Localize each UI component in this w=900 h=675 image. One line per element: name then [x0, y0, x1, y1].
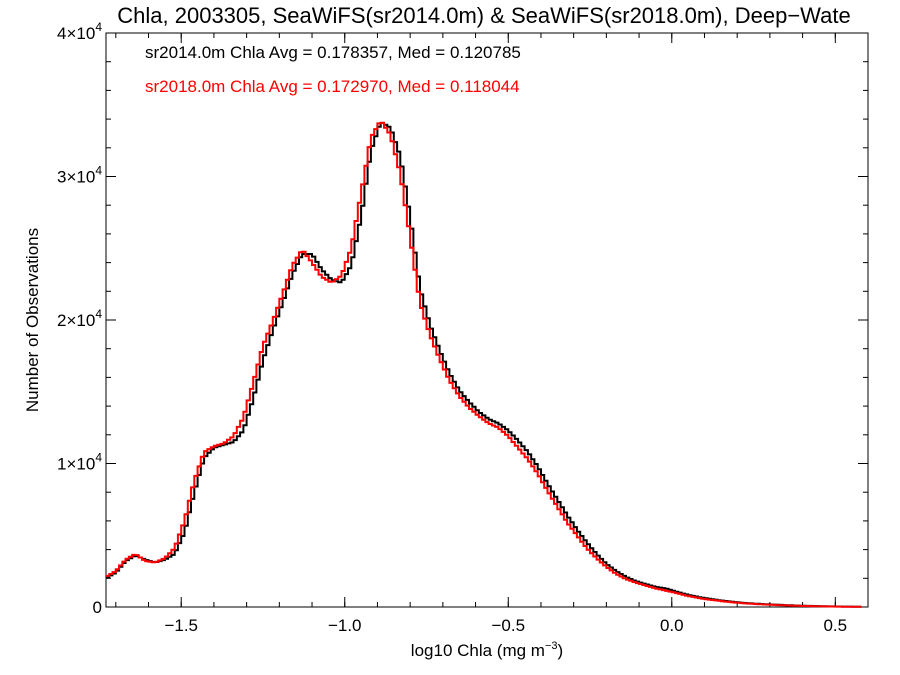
series-line-1: [106, 121, 862, 608]
series-layer: [106, 121, 862, 608]
y-tick-label: 4×104: [57, 20, 102, 43]
annotation-series-2: sr2018.0m Chla Avg = 0.172970, Med = 0.1…: [145, 77, 520, 96]
x-tick-label: −1.0: [328, 616, 362, 635]
x-tick-label: 0.5: [823, 616, 847, 635]
x-axis-label: log10 Chla (mg m−3): [411, 640, 563, 660]
y-tick-label: 2×104: [57, 307, 102, 330]
series-line-2: [106, 121, 862, 608]
annotation-series-1: sr2014.0m Chla Avg = 0.178357, Med = 0.1…: [145, 43, 521, 62]
plot-frame: [105, 32, 869, 608]
x-axis-label-main: log10 Chla (mg m: [411, 641, 545, 660]
axis-ticks: −1.5 −1.0 −0.5 0.0 0.5 0 1×104 2×104 3×104 4×104: [57, 20, 868, 635]
x-tick-label: −1.5: [164, 616, 198, 635]
y-tick-label: 3×104: [57, 164, 102, 187]
x-tick-label: 0.0: [660, 616, 684, 635]
chart-title: Chla, 2003305, SeaWiFS(sr2014.0m) & SeaW…: [117, 3, 850, 28]
x-tick-label: −0.5: [491, 616, 525, 635]
x-axis-label-superscript: −3: [545, 640, 558, 652]
y-tick-label: 0: [93, 598, 102, 617]
x-axis-label-end: ): [558, 641, 564, 660]
y-tick-label: 1×104: [57, 451, 102, 474]
y-axis-label: Number of Observations: [23, 228, 42, 412]
